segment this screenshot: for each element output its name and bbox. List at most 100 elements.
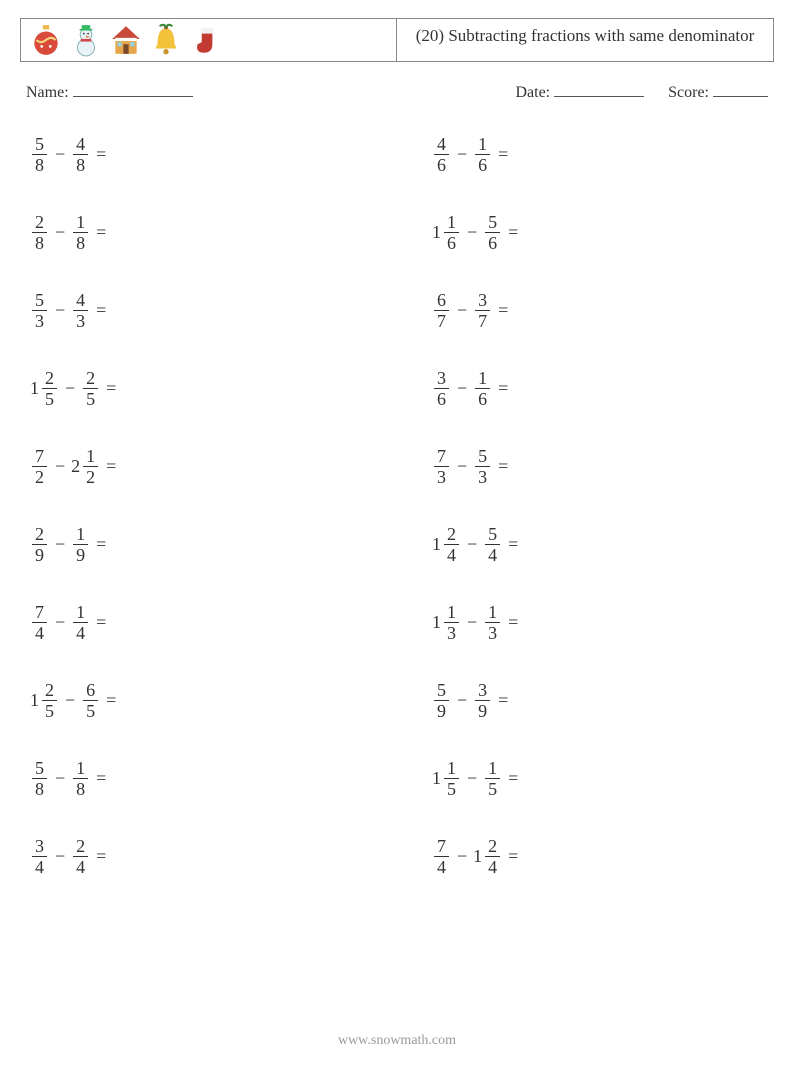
denominator: 4: [73, 622, 88, 642]
whole-number: 1: [432, 612, 441, 633]
fraction: 53: [475, 447, 490, 486]
denominator: 6: [434, 154, 449, 174]
numerator: 1: [475, 369, 490, 388]
equals-sign: =: [508, 222, 518, 243]
denominator: 9: [434, 700, 449, 720]
numerator: 5: [434, 681, 449, 700]
denominator: 4: [73, 856, 88, 876]
whole-number: 1: [432, 534, 441, 555]
fraction: 59: [434, 681, 449, 720]
numerator: 1: [485, 603, 500, 622]
fraction: 54: [485, 525, 500, 564]
denominator: 2: [83, 466, 98, 486]
header-icons: [21, 19, 397, 61]
denominator: 9: [32, 544, 47, 564]
fraction: 16: [475, 135, 490, 174]
problem: 58−18=: [30, 754, 362, 802]
fraction: 24: [73, 837, 88, 876]
fraction: 18: [73, 759, 88, 798]
fraction: 48: [73, 135, 88, 174]
minus-sign: −: [457, 144, 467, 165]
fraction: 73: [434, 447, 449, 486]
problem: 46−16=: [432, 130, 764, 178]
equals-sign: =: [498, 456, 508, 477]
problem: 74−14=: [30, 598, 362, 646]
problems-grid: 58−48=46−16=28−18=116−56=53−43=67−37=125…: [30, 130, 764, 880]
equals-sign: =: [498, 690, 508, 711]
numerator: 1: [475, 135, 490, 154]
equals-sign: =: [508, 768, 518, 789]
denominator: 8: [73, 232, 88, 252]
numerator: 2: [444, 525, 459, 544]
denominator: 9: [73, 544, 88, 564]
minus-sign: −: [55, 456, 65, 477]
equals-sign: =: [96, 846, 106, 867]
denominator: 4: [485, 544, 500, 564]
denominator: 6: [434, 388, 449, 408]
denominator: 4: [434, 856, 449, 876]
equals-sign: =: [96, 534, 106, 555]
whole-number: 1: [432, 222, 441, 243]
problem: 115−15=: [432, 754, 764, 802]
problem: 72−212=: [30, 442, 362, 490]
minus-sign: −: [457, 378, 467, 399]
equals-sign: =: [508, 534, 518, 555]
numerator: 5: [485, 213, 500, 232]
equals-sign: =: [96, 612, 106, 633]
problem: 29−19=: [30, 520, 362, 568]
fraction: 43: [73, 291, 88, 330]
problem: 125−25=: [30, 364, 362, 412]
fraction: 19: [73, 525, 88, 564]
fraction: 24: [444, 525, 459, 564]
fraction: 34: [32, 837, 47, 876]
fraction: 53: [32, 291, 47, 330]
minus-sign: −: [457, 300, 467, 321]
fraction: 24: [485, 837, 500, 876]
denominator: 3: [485, 622, 500, 642]
minus-sign: −: [55, 300, 65, 321]
equals-sign: =: [96, 300, 106, 321]
minus-sign: −: [55, 768, 65, 789]
date-label: Date:: [515, 84, 550, 101]
numerator: 4: [73, 291, 88, 310]
fraction: 74: [434, 837, 449, 876]
stocking-icon: [189, 23, 223, 57]
numerator: 3: [475, 681, 490, 700]
numerator: 5: [32, 759, 47, 778]
problem: 59−39=: [432, 676, 764, 724]
minus-sign: −: [55, 222, 65, 243]
name-field: Name:: [26, 84, 515, 102]
fraction: 67: [434, 291, 449, 330]
equals-sign: =: [96, 222, 106, 243]
numerator: 2: [42, 681, 57, 700]
fraction: 25: [42, 681, 57, 720]
fraction: 15: [485, 759, 500, 798]
problem: 73−53 =: [432, 442, 764, 490]
date-blank: [554, 96, 644, 97]
numerator: 2: [73, 837, 88, 856]
denominator: 8: [32, 232, 47, 252]
fraction: 36: [434, 369, 449, 408]
fraction: 16: [444, 213, 459, 252]
denominator: 5: [42, 700, 57, 720]
minus-sign: −: [457, 456, 467, 477]
equals-sign: =: [106, 690, 116, 711]
name-label: Name:: [26, 84, 69, 101]
numerator: 2: [42, 369, 57, 388]
numerator: 1: [444, 213, 459, 232]
equals-sign: =: [96, 768, 106, 789]
denominator: 3: [32, 310, 47, 330]
fraction: 37: [475, 291, 490, 330]
minus-sign: −: [467, 534, 477, 555]
denominator: 6: [475, 388, 490, 408]
minus-sign: −: [467, 768, 477, 789]
equals-sign: =: [498, 378, 508, 399]
numerator: 5: [475, 447, 490, 466]
numerator: 1: [73, 213, 88, 232]
minus-sign: −: [65, 690, 75, 711]
whole-number: 1: [30, 690, 39, 711]
problem: 58−48=: [30, 130, 362, 178]
denominator: 6: [444, 232, 459, 252]
minus-sign: −: [55, 846, 65, 867]
problem: 28−18=: [30, 208, 362, 256]
